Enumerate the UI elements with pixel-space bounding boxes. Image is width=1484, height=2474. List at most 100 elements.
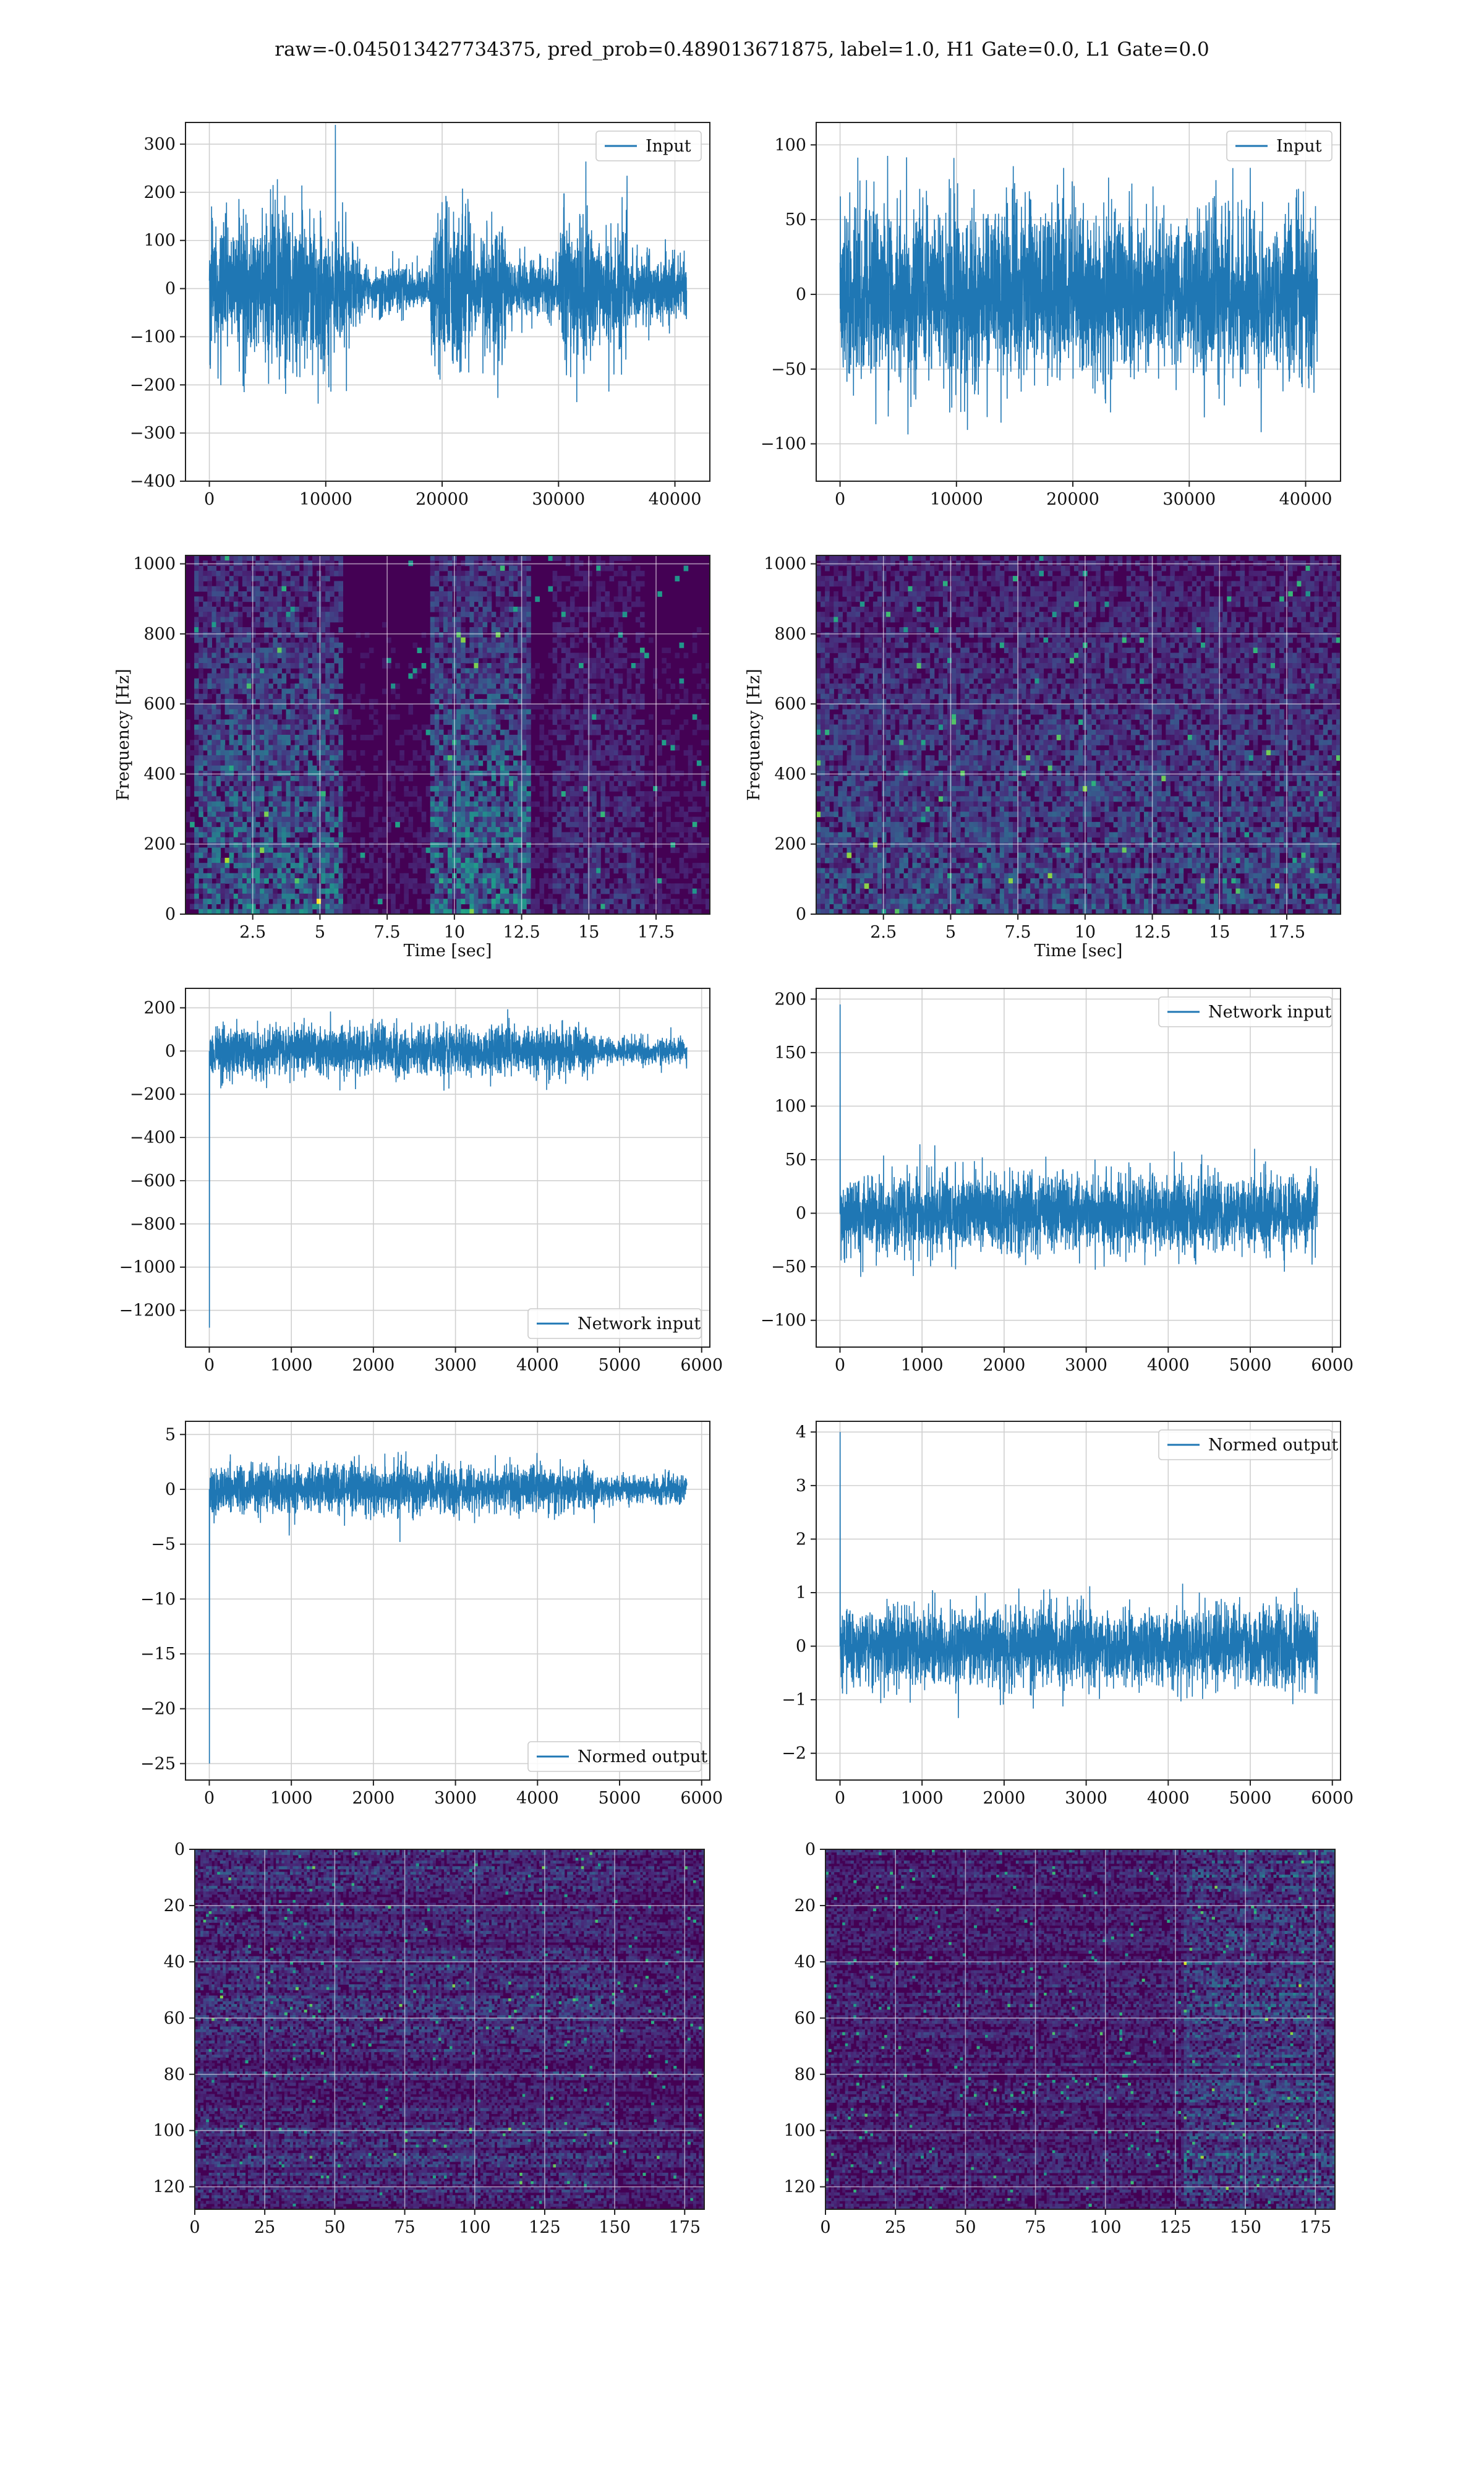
y-tick-label: 60 (164, 2009, 185, 2028)
x-tick-label: 0 (204, 1789, 215, 1808)
x-tick-label: 6000 (680, 1356, 723, 1375)
y-tick-label: 50 (785, 210, 806, 229)
y-tick-label: 100 (774, 135, 806, 155)
x-tick-label: 0 (189, 2218, 200, 2237)
x-tick-label: 10 (444, 923, 465, 942)
x-tick-label: 2000 (983, 1356, 1026, 1375)
y-tick-label: 600 (774, 695, 806, 714)
x-tick-label: 75 (394, 2218, 415, 2237)
x-tick-label: 100 (459, 2218, 491, 2237)
x-tick-label: 6000 (680, 1789, 723, 1808)
plot-area (816, 988, 1341, 1347)
x-tick-label: 40000 (1279, 490, 1333, 509)
x-tick-label: 5000 (599, 1356, 641, 1375)
x-tick-label: 5000 (1229, 1356, 1272, 1375)
y-tick-label: 0 (796, 285, 806, 304)
y-axis-label: Frequency [Hz] (114, 669, 133, 800)
x-tick-label: 17.5 (1268, 923, 1305, 942)
x-tick-label: 12.5 (503, 923, 540, 942)
x-tick-label: 7.5 (1005, 923, 1031, 942)
series-line-net_h1 (208, 1009, 688, 1328)
x-tick-label: 2.5 (239, 923, 266, 942)
chart-norm_l1: 0 1000 2000 3000 4000 5000 6000 −2 −1 0 1 2 3 4 Normed… (782, 1421, 1354, 1808)
y-tick-label: 0 (805, 1840, 816, 1859)
x-tick-label: 125 (1159, 2218, 1192, 2237)
y-tick-label: −20 (140, 1700, 176, 1719)
axes-frame (816, 1421, 1341, 1781)
y-tick-label: 200 (143, 183, 176, 202)
plot-area (816, 1421, 1341, 1780)
legend-label: Normed output (578, 1747, 707, 1766)
axes-frame (185, 988, 710, 1348)
chart-norm_h1: 0 1000 2000 3000 4000 5000 6000 −25 −20 −15 −10 −5 0… (140, 1421, 723, 1808)
x-tick-label: 10 (1075, 923, 1096, 942)
legend-label: Normed output (1208, 1436, 1338, 1455)
y-tick-label: 40 (164, 1953, 185, 1972)
y-tick-label: 0 (796, 905, 806, 924)
x-tick-label: 4000 (1147, 1789, 1190, 1808)
x-tick-label: 6000 (1311, 1356, 1354, 1375)
x-tick-label: 20000 (416, 490, 469, 509)
chart-img_l1: 0 25 50 75 100 125 150 175 0 20 40 60 80 100 120 (783, 1840, 1336, 2237)
y-tick-label: −200 (130, 375, 176, 395)
legend-label: Network input (578, 1314, 701, 1333)
y-tick-label: 2 (796, 1530, 806, 1549)
x-tick-label: 3000 (1065, 1789, 1107, 1808)
y-tick-label: 1000 (133, 555, 176, 574)
x-tick-label: 1000 (270, 1356, 313, 1375)
y-tick-label: 0 (165, 1480, 176, 1499)
x-tick-label: 75 (1025, 2218, 1046, 2237)
series-line-net_l1 (839, 1004, 1318, 1277)
legend-label: Input (1276, 137, 1322, 156)
y-tick-label: 40 (795, 1953, 816, 1972)
y-tick-label: 5 (165, 1425, 176, 1444)
y-tick-label: 0 (165, 1042, 176, 1061)
x-tick-label: 10000 (930, 490, 983, 509)
axes-frame (185, 555, 710, 915)
x-tick-label: 5000 (1229, 1789, 1272, 1808)
x-tick-label: 3000 (434, 1789, 477, 1808)
x-tick-label: 0 (835, 1356, 845, 1375)
y-tick-label: 300 (143, 135, 176, 154)
y-tick-label: −600 (130, 1171, 176, 1191)
series-line-norm_h1 (208, 1451, 688, 1764)
y-tick-label: 800 (143, 625, 176, 644)
x-tick-label: 4000 (516, 1789, 559, 1808)
y-tick-label: −5 (151, 1535, 176, 1554)
x-tick-label: 2.5 (870, 923, 897, 942)
x-tick-label: 12.5 (1134, 923, 1171, 942)
legend: Network input (527, 1308, 702, 1339)
y-tick-label: −100 (761, 1311, 806, 1330)
legend: Input (1226, 131, 1333, 161)
y-tick-label: −100 (130, 327, 176, 346)
x-tick-label: 20000 (1046, 490, 1099, 509)
y-tick-label: 200 (143, 998, 176, 1017)
x-tick-label: 25 (885, 2218, 906, 2237)
series-line-norm_l1 (839, 1432, 1318, 1718)
x-tick-label: 7.5 (374, 923, 401, 942)
y-tick-label: 200 (143, 835, 176, 854)
x-tick-label: 6000 (1311, 1789, 1354, 1808)
x-tick-label: 150 (1229, 2218, 1261, 2237)
y-tick-label: 1 (796, 1583, 806, 1603)
x-tick-label: 50 (324, 2218, 345, 2237)
y-tick-label: −400 (130, 1128, 176, 1147)
x-tick-label: 125 (529, 2218, 561, 2237)
legend: Normed output (527, 1741, 707, 1772)
x-tick-label: 0 (204, 1356, 215, 1375)
y-tick-label: 400 (143, 764, 176, 784)
chart-input_l1: 0 10000 20000 30000 40000 −100 −50 0 50 100 Input (761, 122, 1341, 509)
x-tick-label: 5000 (599, 1789, 641, 1808)
axes-frame (185, 122, 710, 482)
y-tick-label: 200 (774, 835, 806, 854)
y-tick-label: −10 (140, 1590, 176, 1609)
y-tick-label: 0 (165, 905, 176, 924)
x-tick-label: 10000 (299, 490, 352, 509)
legend: Input (595, 131, 702, 161)
y-tick-label: −25 (140, 1754, 176, 1773)
x-tick-label: 0 (820, 2218, 830, 2237)
y-axis-label: Frequency [Hz] (744, 669, 764, 800)
x-tick-label: 30000 (532, 490, 585, 509)
y-tick-label: 120 (783, 2178, 816, 2197)
y-tick-label: 0 (165, 280, 176, 299)
